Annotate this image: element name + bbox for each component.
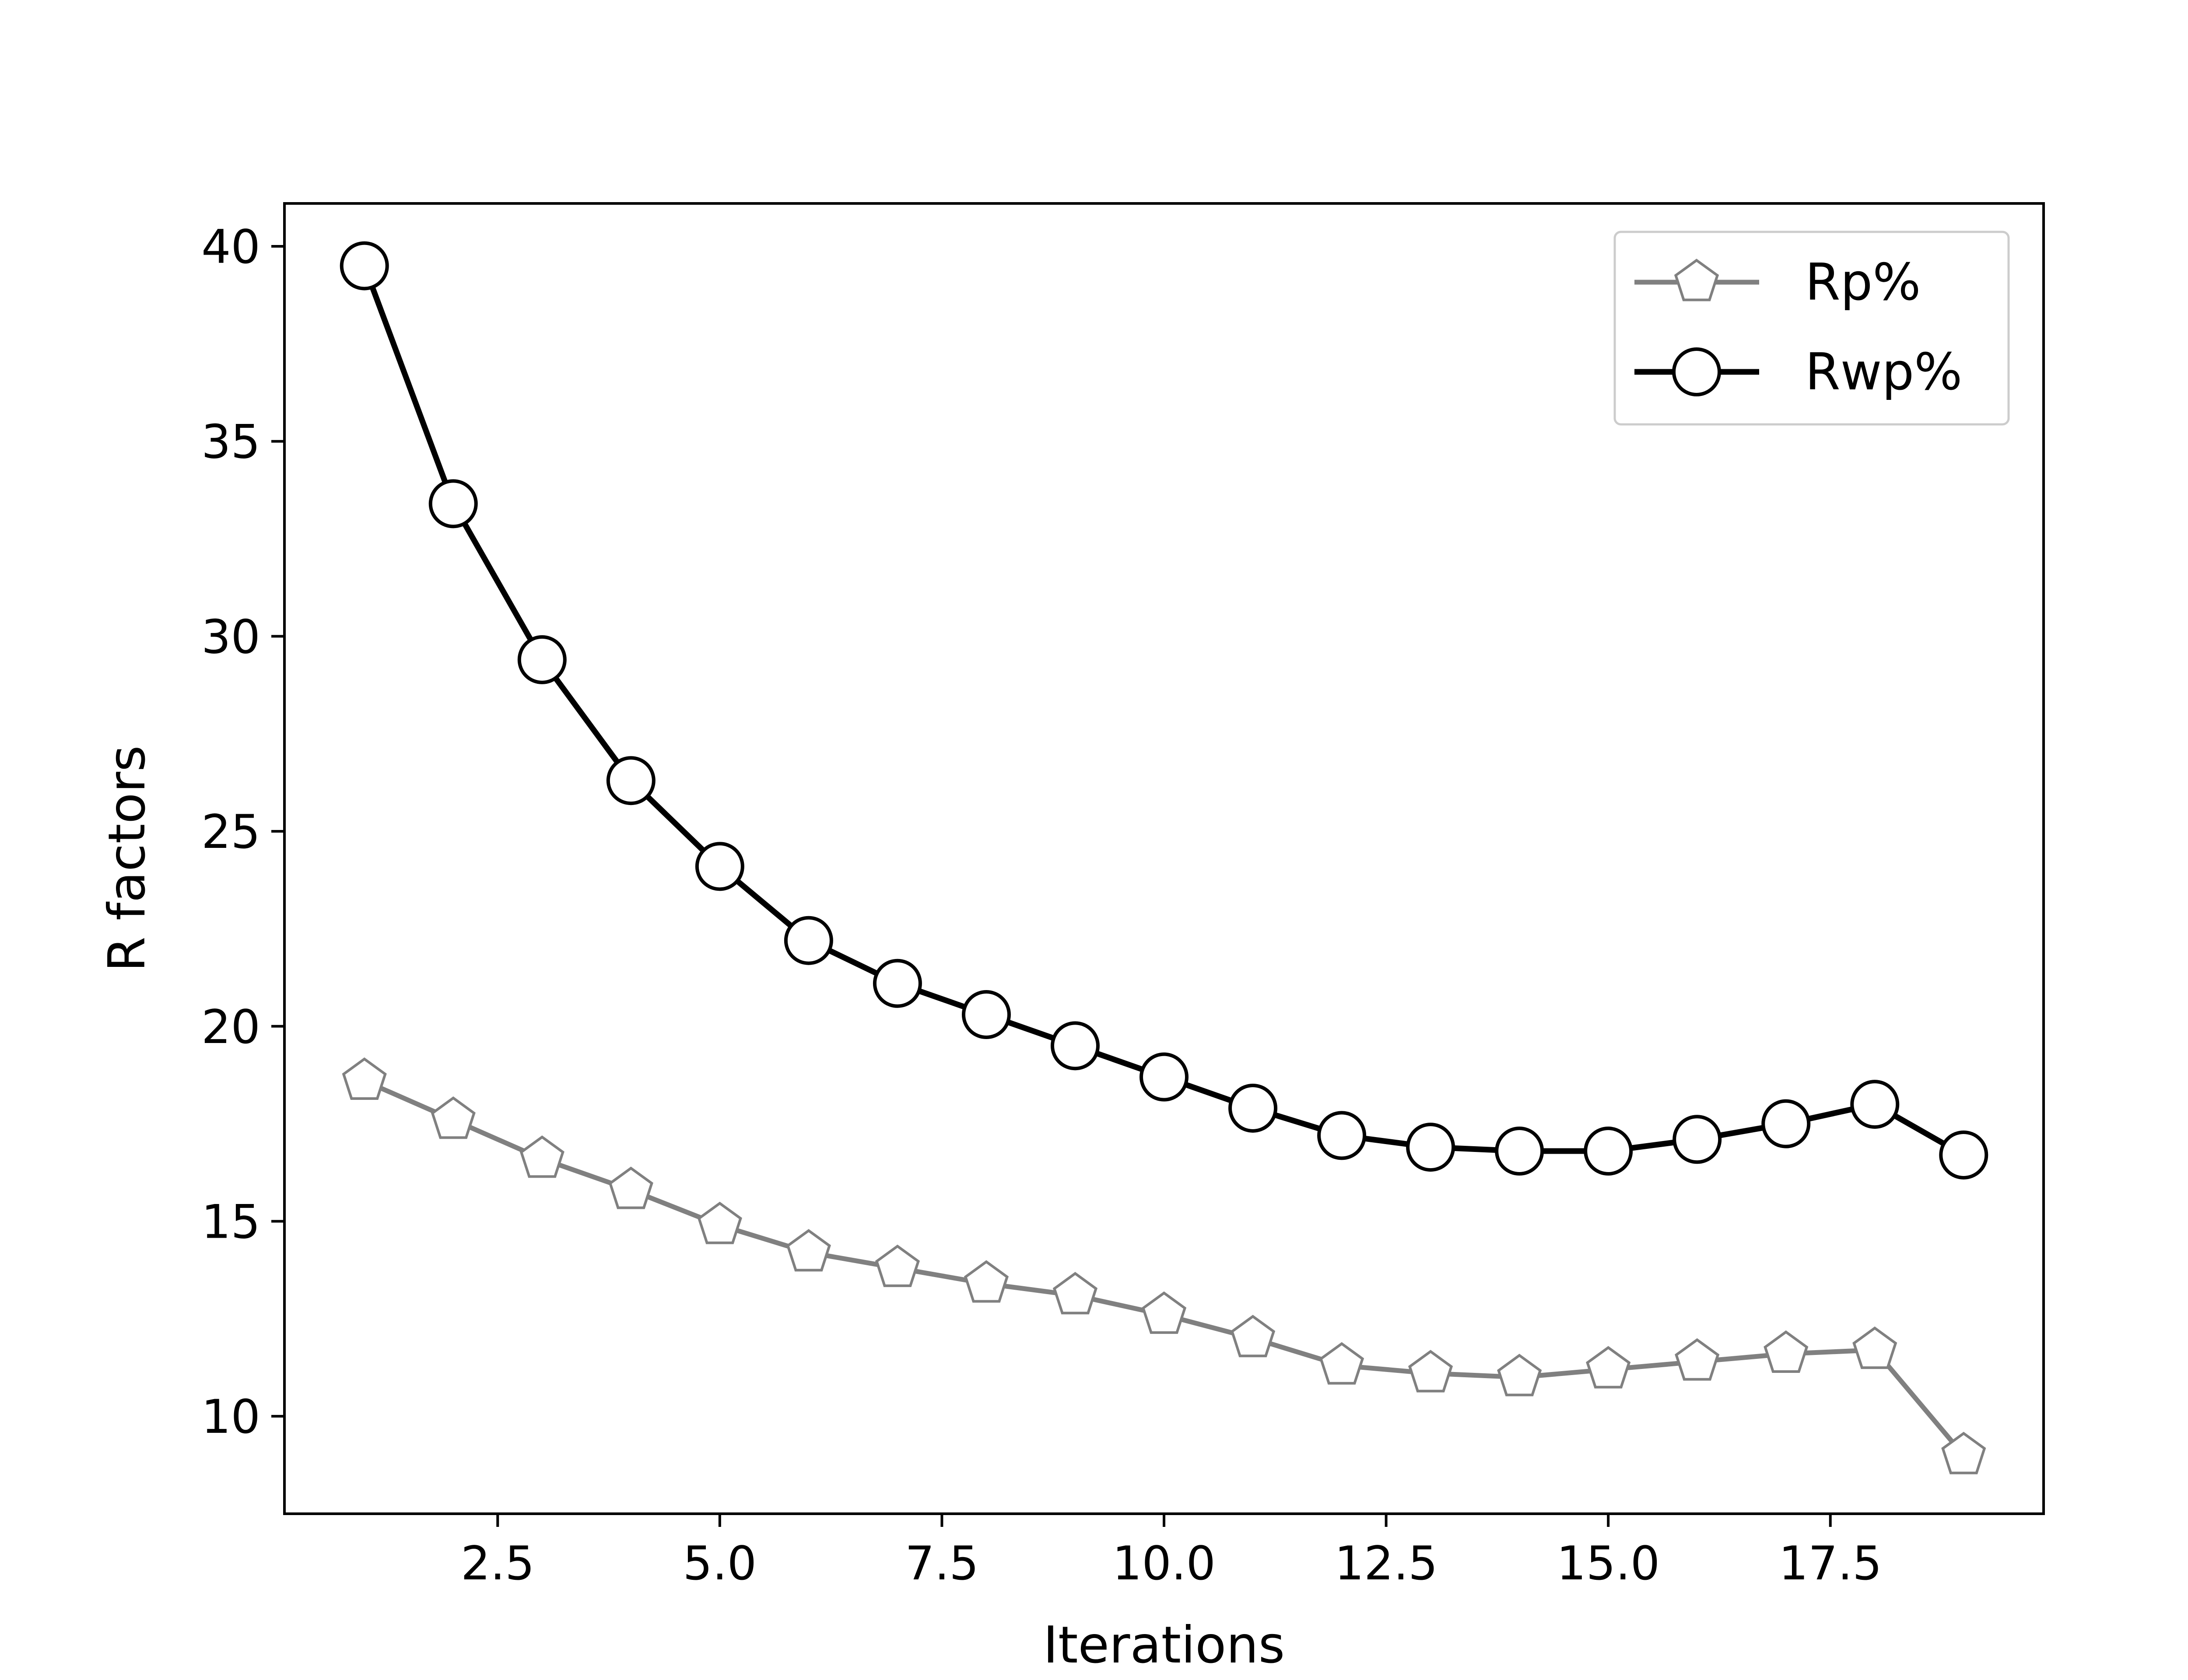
- legend: Rp% Rwp%: [1613, 231, 2010, 426]
- data-point: [1141, 1291, 1187, 1334]
- x-axis-label: Iterations: [1043, 1616, 1285, 1675]
- data-point: [1230, 1315, 1276, 1358]
- data-point: [1673, 1115, 1722, 1164]
- y-tick-label: 20: [201, 1000, 260, 1054]
- data-point: [784, 916, 833, 965]
- x-axis-ticks: 2.5 5.0 7.5 10.0 12.5 15.0 17.5: [461, 1514, 1882, 1590]
- data-point: [606, 756, 656, 805]
- y-tick-label: 25: [201, 805, 260, 859]
- data-point: [1586, 1346, 1631, 1389]
- data-point: [1852, 1326, 1897, 1369]
- legend-entries: Rp% Rwp%: [1634, 253, 1962, 402]
- data-point: [1228, 1083, 1278, 1133]
- data-point: [1140, 1052, 1189, 1102]
- data-point: [1939, 1130, 1988, 1180]
- y-axis-label: R factors: [98, 746, 157, 972]
- data-point: [1495, 1127, 1544, 1176]
- data-point: [873, 959, 922, 1008]
- data-point: [1941, 1432, 1986, 1474]
- legend-marker: [1672, 347, 1721, 396]
- data-point: [1406, 1123, 1455, 1172]
- data-point: [431, 1096, 476, 1139]
- data-point: [1584, 1127, 1633, 1176]
- x-tick-label: 2.5: [461, 1536, 535, 1590]
- data-point: [1675, 1338, 1720, 1381]
- data-point: [1317, 1111, 1367, 1160]
- data-point: [1319, 1342, 1364, 1385]
- x-tick-label: 12.5: [1335, 1536, 1438, 1590]
- legend-marker: [1674, 259, 1719, 301]
- x-tick-label: 10.0: [1112, 1536, 1216, 1590]
- data-point: [1850, 1080, 1900, 1129]
- y-axis-ticks: 10 15 20 25 30 35 40: [201, 220, 284, 1444]
- data-point: [961, 990, 1011, 1040]
- data-point: [1764, 1330, 1809, 1373]
- legend-label: Rwp%: [1805, 343, 1962, 402]
- data-point: [875, 1244, 920, 1287]
- data-point: [340, 241, 389, 290]
- data-point: [1408, 1350, 1453, 1393]
- y-tick-label: 15: [201, 1195, 260, 1249]
- y-tick-label: 10: [201, 1390, 260, 1444]
- data-point: [786, 1229, 831, 1272]
- x-tick-label: 7.5: [905, 1536, 979, 1590]
- plot-area: [340, 241, 1988, 1474]
- data-point: [428, 479, 478, 528]
- y-tick-label: 40: [201, 220, 260, 274]
- data-point: [964, 1260, 1009, 1303]
- data-point: [695, 842, 744, 891]
- data-point: [1497, 1354, 1542, 1396]
- data-point: [519, 1135, 565, 1178]
- y-tick-label: 30: [201, 610, 260, 664]
- data-point: [1052, 1272, 1098, 1315]
- y-tick-label: 35: [201, 415, 260, 469]
- series-rp-: [342, 1057, 1986, 1474]
- legend-entry: Rwp%: [1634, 343, 1962, 402]
- data-point: [342, 1057, 387, 1100]
- x-tick-label: 15.0: [1557, 1536, 1660, 1590]
- data-point: [697, 1201, 742, 1244]
- legend-label: Rp%: [1805, 253, 1921, 312]
- x-tick-label: 17.5: [1779, 1536, 1882, 1590]
- series-rwp-: [340, 241, 1988, 1180]
- x-tick-label: 5.0: [683, 1536, 757, 1590]
- data-point: [1761, 1099, 1811, 1148]
- data-point: [608, 1166, 653, 1209]
- data-point: [517, 635, 567, 684]
- legend-entry: Rp%: [1634, 253, 1921, 312]
- data-point: [1050, 1021, 1100, 1071]
